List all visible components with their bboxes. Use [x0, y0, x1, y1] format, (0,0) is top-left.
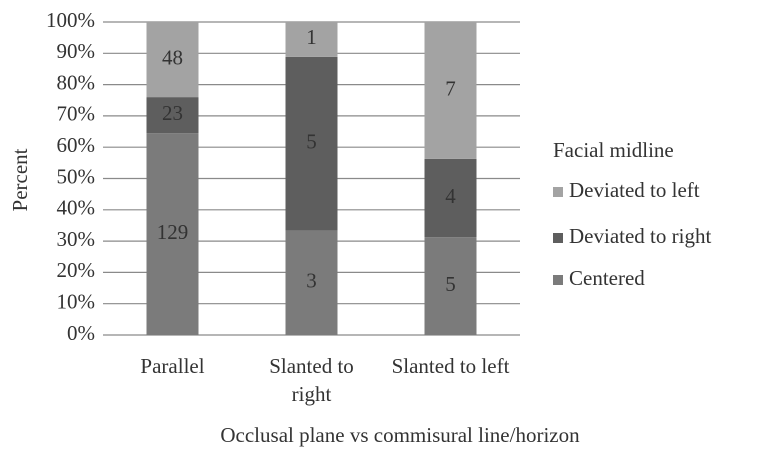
data-label: 4 [445, 184, 456, 208]
data-label: 23 [162, 101, 183, 125]
data-label: 5 [306, 130, 317, 154]
legend-swatch [553, 233, 563, 243]
x-axis-label: Occlusal plane vs commisural line/horizo… [220, 423, 580, 447]
x-tick-label: Slanted to right [269, 354, 354, 406]
y-axis-label: Percent [8, 148, 32, 211]
y-tick-label: 40% [57, 196, 96, 220]
legend-swatch [553, 275, 563, 285]
bar-segment [285, 22, 338, 57]
data-label: 5 [445, 272, 456, 296]
bar-segment [146, 97, 199, 134]
y-tick-label: 20% [57, 258, 96, 282]
data-label: 48 [162, 45, 183, 69]
legend-label: Deviated to left [569, 178, 700, 202]
legend-swatch [553, 187, 563, 197]
bar-segment [285, 56, 338, 231]
y-tick-label: 0% [67, 321, 95, 345]
legend-label: Centered [569, 266, 645, 290]
bar-segment [285, 230, 338, 335]
bar-segment [424, 22, 477, 159]
y-tick-label: 50% [57, 164, 96, 188]
bar-segment [146, 22, 199, 98]
data-label: 3 [306, 269, 317, 293]
y-tick-label: 10% [57, 290, 96, 314]
y-tick-label: 100% [46, 8, 95, 32]
data-label: 1 [306, 25, 317, 49]
y-tick-label: 60% [57, 133, 96, 157]
legend-label: Deviated to right [569, 224, 711, 248]
data-label: 129 [157, 220, 189, 244]
y-tick-label: 30% [57, 227, 96, 251]
y-tick-label: 80% [57, 70, 96, 94]
legend-title: Facial midline [553, 138, 674, 162]
x-tick-label: Parallel [140, 354, 205, 378]
y-tick-label: 90% [57, 39, 96, 63]
bar-segment [424, 158, 477, 238]
data-label: 7 [445, 76, 456, 100]
bar-segment [424, 237, 477, 335]
x-tick-label: Slanted to left [391, 354, 510, 378]
y-tick-label: 70% [57, 102, 96, 126]
bar-segment [146, 133, 199, 335]
